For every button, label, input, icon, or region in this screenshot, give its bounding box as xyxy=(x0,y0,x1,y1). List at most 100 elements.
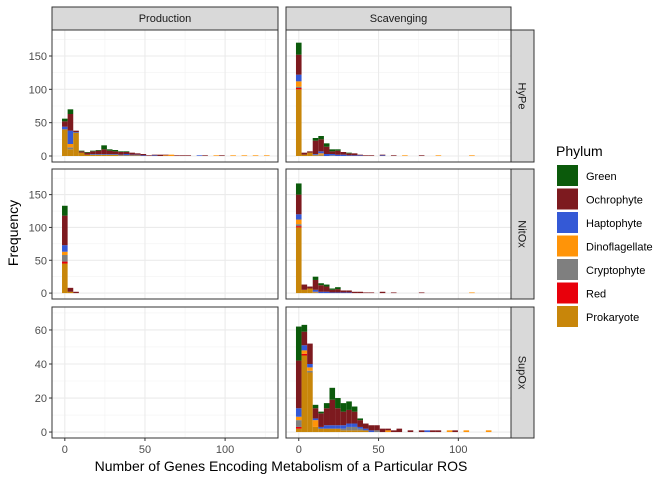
bar-segment-haptophyte xyxy=(62,126,68,130)
bar-segment-green xyxy=(67,109,74,114)
bar-segment-haptophyte xyxy=(301,345,308,351)
bar-segment-dinoflagellate xyxy=(301,350,308,354)
bar-segment-dinoflagellate xyxy=(485,430,492,433)
bar-segment-ochrophyte xyxy=(368,155,375,156)
bar-segment-haptophyte xyxy=(340,292,347,294)
legend-title: Phylum xyxy=(556,143,603,159)
bar-segment-ochrophyte xyxy=(329,399,336,426)
bar-segment-haptophyte xyxy=(346,423,352,427)
bar-segment-haptophyte xyxy=(329,292,336,294)
y-tick-label: 0 xyxy=(41,427,47,439)
bar-segment-dinoflagellate xyxy=(463,430,470,433)
bar-segment-ochrophyte xyxy=(379,428,386,433)
bar-segment-haptophyte xyxy=(351,155,358,156)
x-tick-label: 100 xyxy=(216,444,234,456)
bar-segment-ochrophyte xyxy=(335,408,341,426)
panel-background xyxy=(52,169,278,299)
bar-segment-ochrophyte xyxy=(95,150,102,154)
strip-label: NitOx xyxy=(516,220,528,248)
bar-segment-ochrophyte xyxy=(162,154,169,156)
bar-segment-haptophyte xyxy=(295,214,302,220)
bar-segment-haptophyte xyxy=(323,425,330,429)
bar-segment-haptophyte xyxy=(346,155,352,156)
bar-segment-dinoflagellate xyxy=(263,155,270,156)
bar-segment-prokaryote xyxy=(123,155,130,156)
legend-key-dinoflagellate xyxy=(557,235,578,257)
bar-segment-ochrophyte xyxy=(430,430,436,433)
bar-segment-haptophyte xyxy=(329,154,336,156)
histogram-bars xyxy=(62,109,270,156)
bar-segment-haptophyte xyxy=(140,155,147,156)
bar-segment-ochrophyte xyxy=(340,290,347,293)
bar-segment-haptophyte xyxy=(335,292,341,294)
bar-segment-cryptophyte xyxy=(340,428,347,431)
bar-segment-ochrophyte xyxy=(340,152,347,155)
strip-hype xyxy=(510,29,535,163)
bar-segment-ochrophyte xyxy=(62,215,68,246)
bar-segment-ochrophyte xyxy=(219,155,225,156)
bar-segment-dinoflagellate xyxy=(318,153,324,155)
histogram-bars xyxy=(295,42,475,156)
bar-segment-green xyxy=(112,150,119,152)
bar-segment-ochrophyte xyxy=(78,151,85,153)
bar-segment-ochrophyte xyxy=(351,153,358,156)
bar-segment-ochrophyte xyxy=(129,152,135,155)
bar-segment-green xyxy=(318,411,324,414)
bar-segment-ochrophyte xyxy=(379,154,386,156)
legend-key-green xyxy=(557,165,578,186)
bar-segment-dinoflagellate xyxy=(213,155,220,156)
bar-segment-green xyxy=(312,404,319,409)
bar-segment-ochrophyte xyxy=(346,409,352,424)
y-tick-label: 0 xyxy=(41,288,47,300)
bar-segment-green xyxy=(335,149,341,151)
bar-segment-prokaryote xyxy=(73,132,79,156)
y-tick-label: 100 xyxy=(29,222,47,234)
bar-segment-haptophyte xyxy=(95,154,102,155)
strip-nitox xyxy=(510,168,535,300)
bar-segment-dinoflagellate xyxy=(435,155,442,156)
bar-segment-ochrophyte xyxy=(146,155,152,156)
bar-segment-ochrophyte xyxy=(307,151,313,153)
bar-segment-prokaryote xyxy=(62,263,68,294)
bar-segment-ochrophyte xyxy=(307,343,313,364)
legend-key-red xyxy=(557,282,578,304)
bar-segment-ochrophyte xyxy=(323,408,330,426)
bar-segment-green xyxy=(101,145,107,150)
bar-segment-prokaryote xyxy=(312,426,319,433)
bar-segment-ochrophyte xyxy=(452,430,458,433)
bar-segment-ochrophyte xyxy=(346,290,352,293)
y-tick-label: 60 xyxy=(35,325,47,337)
bar-segment-green xyxy=(123,151,130,152)
bar-segment-green xyxy=(357,418,363,421)
legend-label: Prokaryote xyxy=(586,312,639,324)
bar-segment-dinoflagellate xyxy=(62,251,68,256)
y-tick-label: 150 xyxy=(29,190,47,202)
bar-segment-cryptophyte xyxy=(346,426,352,431)
bar-segment-haptophyte xyxy=(295,74,302,82)
bar-segment-haptophyte xyxy=(318,291,324,294)
bar-segment-ochrophyte xyxy=(318,139,324,152)
legend: Phylum Green Ochrophyte Haptophyte Dinoflag… xyxy=(556,143,653,327)
bar-segment-ochrophyte xyxy=(73,291,79,294)
facet-strips: Production Scavenging HyPe NitOx SupOx xyxy=(51,6,535,439)
bar-segment-ochrophyte xyxy=(73,130,79,132)
legend-label: Red xyxy=(586,289,606,301)
bar-segment-ochrophyte xyxy=(418,155,425,156)
bar-segment-ochrophyte xyxy=(357,420,363,427)
bar-segment-ochrophyte xyxy=(329,289,336,293)
bar-segment-green xyxy=(335,287,341,290)
bar-segment-green xyxy=(323,143,330,147)
bar-segment-green xyxy=(329,288,336,290)
bar-segment-cryptophyte xyxy=(62,255,68,262)
legend-label: Haptophyte xyxy=(586,218,642,230)
bar-segment-prokaryote xyxy=(134,155,141,156)
bar-segment-haptophyte xyxy=(351,423,358,427)
bar-segment-ochrophyte xyxy=(179,155,186,156)
bar-segment-prokaryote xyxy=(295,227,302,294)
bar-segment-haptophyte xyxy=(318,151,324,154)
bar-segment-prokaryote xyxy=(329,428,336,433)
bar-segment-dinoflagellate xyxy=(295,219,302,225)
bar-segment-ochrophyte xyxy=(202,155,208,156)
bar-segment-cryptophyte xyxy=(374,430,380,433)
bar-segment-ochrophyte xyxy=(62,121,68,127)
